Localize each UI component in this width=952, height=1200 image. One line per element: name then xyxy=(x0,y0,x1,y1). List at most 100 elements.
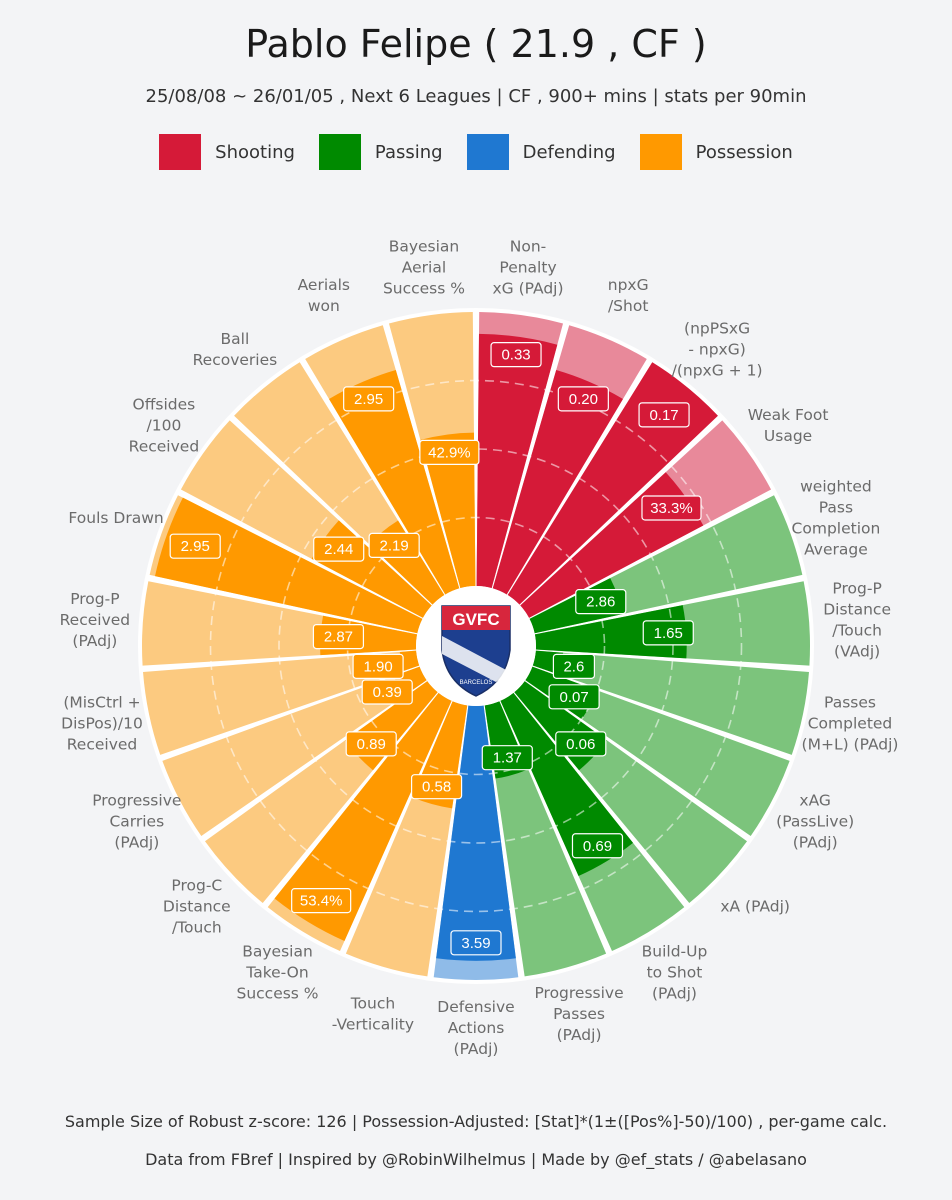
value-label-17: 2.87 xyxy=(324,629,353,646)
category-label-11: Defensive Actions (PAdj) xyxy=(437,998,514,1058)
value-label-16: 1.90 xyxy=(363,658,392,675)
value-box-9 xyxy=(571,833,624,859)
category-label-2: (npPSxG - npxG)/(npxG + 1) xyxy=(672,320,763,380)
category-label-15: Progressive Carries (PAdj) xyxy=(92,792,181,852)
category-label-22: Bayesian Aerial Success % xyxy=(383,238,465,298)
value-label-14: 0.89 xyxy=(357,736,386,753)
value-label-13: 53.4% xyxy=(300,893,343,910)
bar-9 xyxy=(500,692,634,876)
legend-label-passing: Passing xyxy=(374,141,443,163)
legend-swatch-passing xyxy=(318,134,361,170)
category-labels: Non-Penalty xG (PAdj) npxG/Shot (npPSxG - np… xyxy=(60,238,899,1058)
legend-swatch-possession xyxy=(639,134,682,170)
category-label-16: (MisCtrl + DisPos)/10 Received xyxy=(61,694,143,754)
category-label-0: Non-Penalty xG (PAdj) xyxy=(492,238,563,298)
crest-letters: GVFC xyxy=(452,610,499,629)
value-box-6 xyxy=(552,653,596,679)
value-label-19: 2.44 xyxy=(324,541,353,558)
footer-methodology: Sample Size of Robust z-score: 126 | Pos… xyxy=(64,1112,888,1131)
value-box-20 xyxy=(368,532,420,559)
legend-item-possession: Possession xyxy=(639,134,793,170)
value-box-21 xyxy=(343,386,395,412)
value-label-12: 0.58 xyxy=(422,779,451,796)
legend-item-passing: Passing xyxy=(318,134,443,170)
value-label-2: 0.17 xyxy=(649,407,678,424)
value-label-5: 1.65 xyxy=(654,625,683,642)
category-label-20: Ball Recoveries xyxy=(193,330,278,369)
value-box-13 xyxy=(291,888,352,914)
chart-title: Pablo Felipe ( 21.9 , CF ) xyxy=(245,22,707,66)
category-label-14: Prog-C Distance/Touch xyxy=(163,877,231,937)
category-label-17: Prog-P Received (PAdj) xyxy=(60,590,131,650)
value-label-22: 42.9% xyxy=(428,444,471,461)
bg-sector-15 xyxy=(162,666,427,836)
bar-1 xyxy=(492,369,623,595)
category-label-18: Fouls Drawn xyxy=(68,509,163,527)
value-box-15 xyxy=(361,679,413,705)
category-label-7: xAG (PassLive) (PAdj) xyxy=(776,792,854,852)
category-label-9: Build-Up to Shot (PAdj) xyxy=(642,942,708,1002)
legend-item-defending: Defending xyxy=(466,134,616,170)
chart-subtitle: 25/08/08 ~ 26/01/05 , Next 6 Leagues | C… xyxy=(145,86,807,107)
value-label-1: 0.20 xyxy=(569,391,598,408)
value-box-7 xyxy=(548,684,600,710)
legend-item-shooting: Shooting xyxy=(159,134,295,170)
value-label-4: 2.86 xyxy=(586,594,615,611)
value-box-4 xyxy=(575,589,627,615)
bar-21 xyxy=(329,369,460,595)
value-box-16 xyxy=(352,653,404,679)
value-label-9: 0.69 xyxy=(583,838,612,855)
category-label-4: weighted Pass Completion Average xyxy=(792,478,881,559)
grid-ring-75 xyxy=(209,379,743,913)
value-label-21: 2.95 xyxy=(354,391,383,408)
grid-ring-50 xyxy=(278,448,674,844)
legend-swatch-shooting xyxy=(159,134,202,170)
legend-label-defending: Defending xyxy=(522,141,616,163)
value-box-0 xyxy=(490,342,542,368)
value-box-11 xyxy=(450,930,502,956)
legend-swatch-defending xyxy=(466,134,509,170)
bar-0 xyxy=(476,333,558,589)
club-crest-icon: GVFC BARCELOS xyxy=(416,586,536,706)
value-box-19 xyxy=(313,536,365,562)
value-box-5 xyxy=(642,620,694,646)
footer-credits: Data from FBref | Inspired by @RobinWilh… xyxy=(145,1150,807,1169)
value-label-0: 0.33 xyxy=(501,347,530,364)
grid-ring-25 xyxy=(346,516,606,776)
value-box-12 xyxy=(410,774,463,800)
crest-caption: BARCELOS xyxy=(460,680,493,686)
category-label-10: Progressive Passes (PAdj) xyxy=(534,984,623,1044)
value-box-18 xyxy=(169,533,221,559)
value-label-3: 33.3% xyxy=(650,500,693,517)
value-box-17 xyxy=(312,623,365,650)
category-label-5: Prog-P Distance/Touch (VAdj) xyxy=(823,579,891,660)
bar-22 xyxy=(420,432,476,589)
category-label-1: npxG/Shot xyxy=(608,276,649,315)
value-box-10 xyxy=(481,745,533,771)
value-label-6: 2.6 xyxy=(563,658,584,675)
value-label-15: 0.39 xyxy=(373,684,402,701)
legend-label-possession: Possession xyxy=(695,141,793,163)
value-label-18: 2.95 xyxy=(181,538,210,555)
value-label-7: 0.07 xyxy=(560,689,589,706)
value-box-22 xyxy=(419,439,480,465)
category-label-19: Offsides/100 Received xyxy=(129,396,200,456)
category-label-21: Aerials won xyxy=(298,276,350,315)
value-label-8: 0.06 xyxy=(566,736,595,753)
bar-16 xyxy=(399,650,420,671)
value-box-1 xyxy=(557,386,609,412)
value-label-20: 2.19 xyxy=(380,537,409,554)
value-box-14 xyxy=(345,731,397,757)
category-label-6: Passes Completed (M+L) (PAdj) xyxy=(802,694,899,754)
legend-label-shooting: Shooting xyxy=(215,141,295,163)
grid-rings xyxy=(209,379,743,913)
value-labels: 0.33 0.20 0.17 33.3% 2.86 1.65 2.6 0.07 0.06 0.69… xyxy=(169,342,702,956)
value-box-8 xyxy=(555,731,607,757)
legend: Shooting Passing Defending Possession xyxy=(0,134,952,170)
value-label-10: 1.37 xyxy=(493,750,522,767)
category-label-13: Bayesian Take-On Success % xyxy=(236,942,318,1002)
category-label-3: Weak Foot Usage xyxy=(748,406,829,445)
value-box-2 xyxy=(638,402,690,428)
category-label-12: Touch -Verticality xyxy=(332,994,414,1033)
bar-11 xyxy=(436,705,516,961)
